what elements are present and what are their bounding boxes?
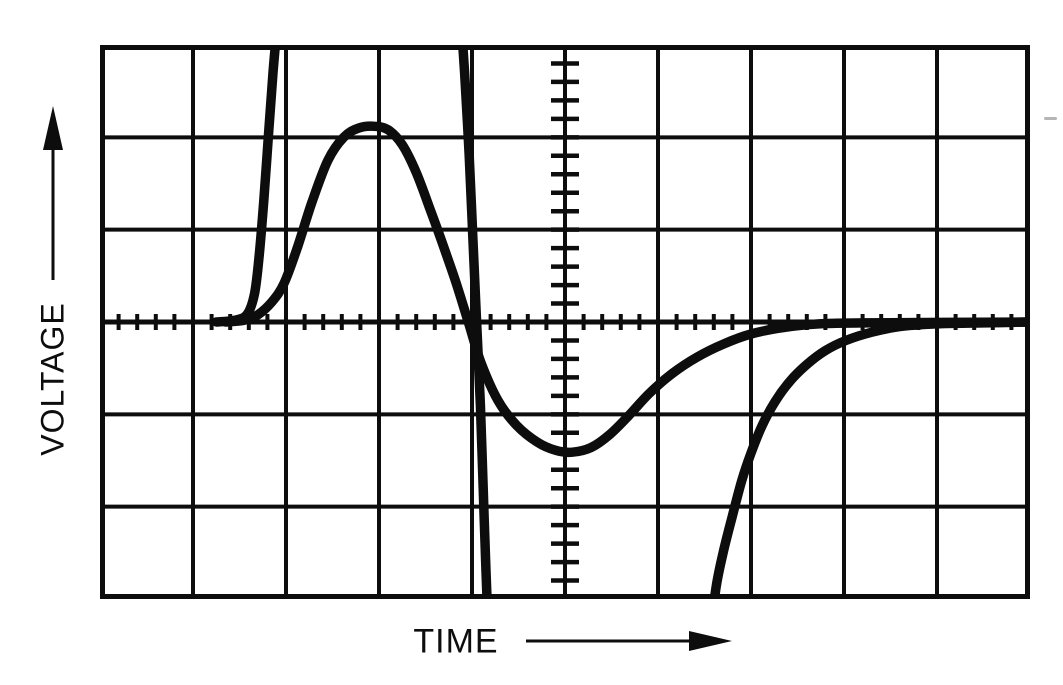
y-axis-label: VOLTAGE xyxy=(34,302,71,456)
clipped-pulse-trace xyxy=(709,317,1030,599)
clipped-pulse-trace xyxy=(458,45,492,599)
smooth-wave-trace xyxy=(220,121,1030,458)
scan-artifact-dash xyxy=(1044,117,1057,120)
x-axis-label: TIME xyxy=(413,622,499,661)
clipped-pulse-trace xyxy=(211,45,281,327)
voltage-axis-arrow-icon xyxy=(43,106,63,280)
graticule-plot xyxy=(100,45,1030,599)
time-axis-arrow-icon xyxy=(526,631,732,651)
